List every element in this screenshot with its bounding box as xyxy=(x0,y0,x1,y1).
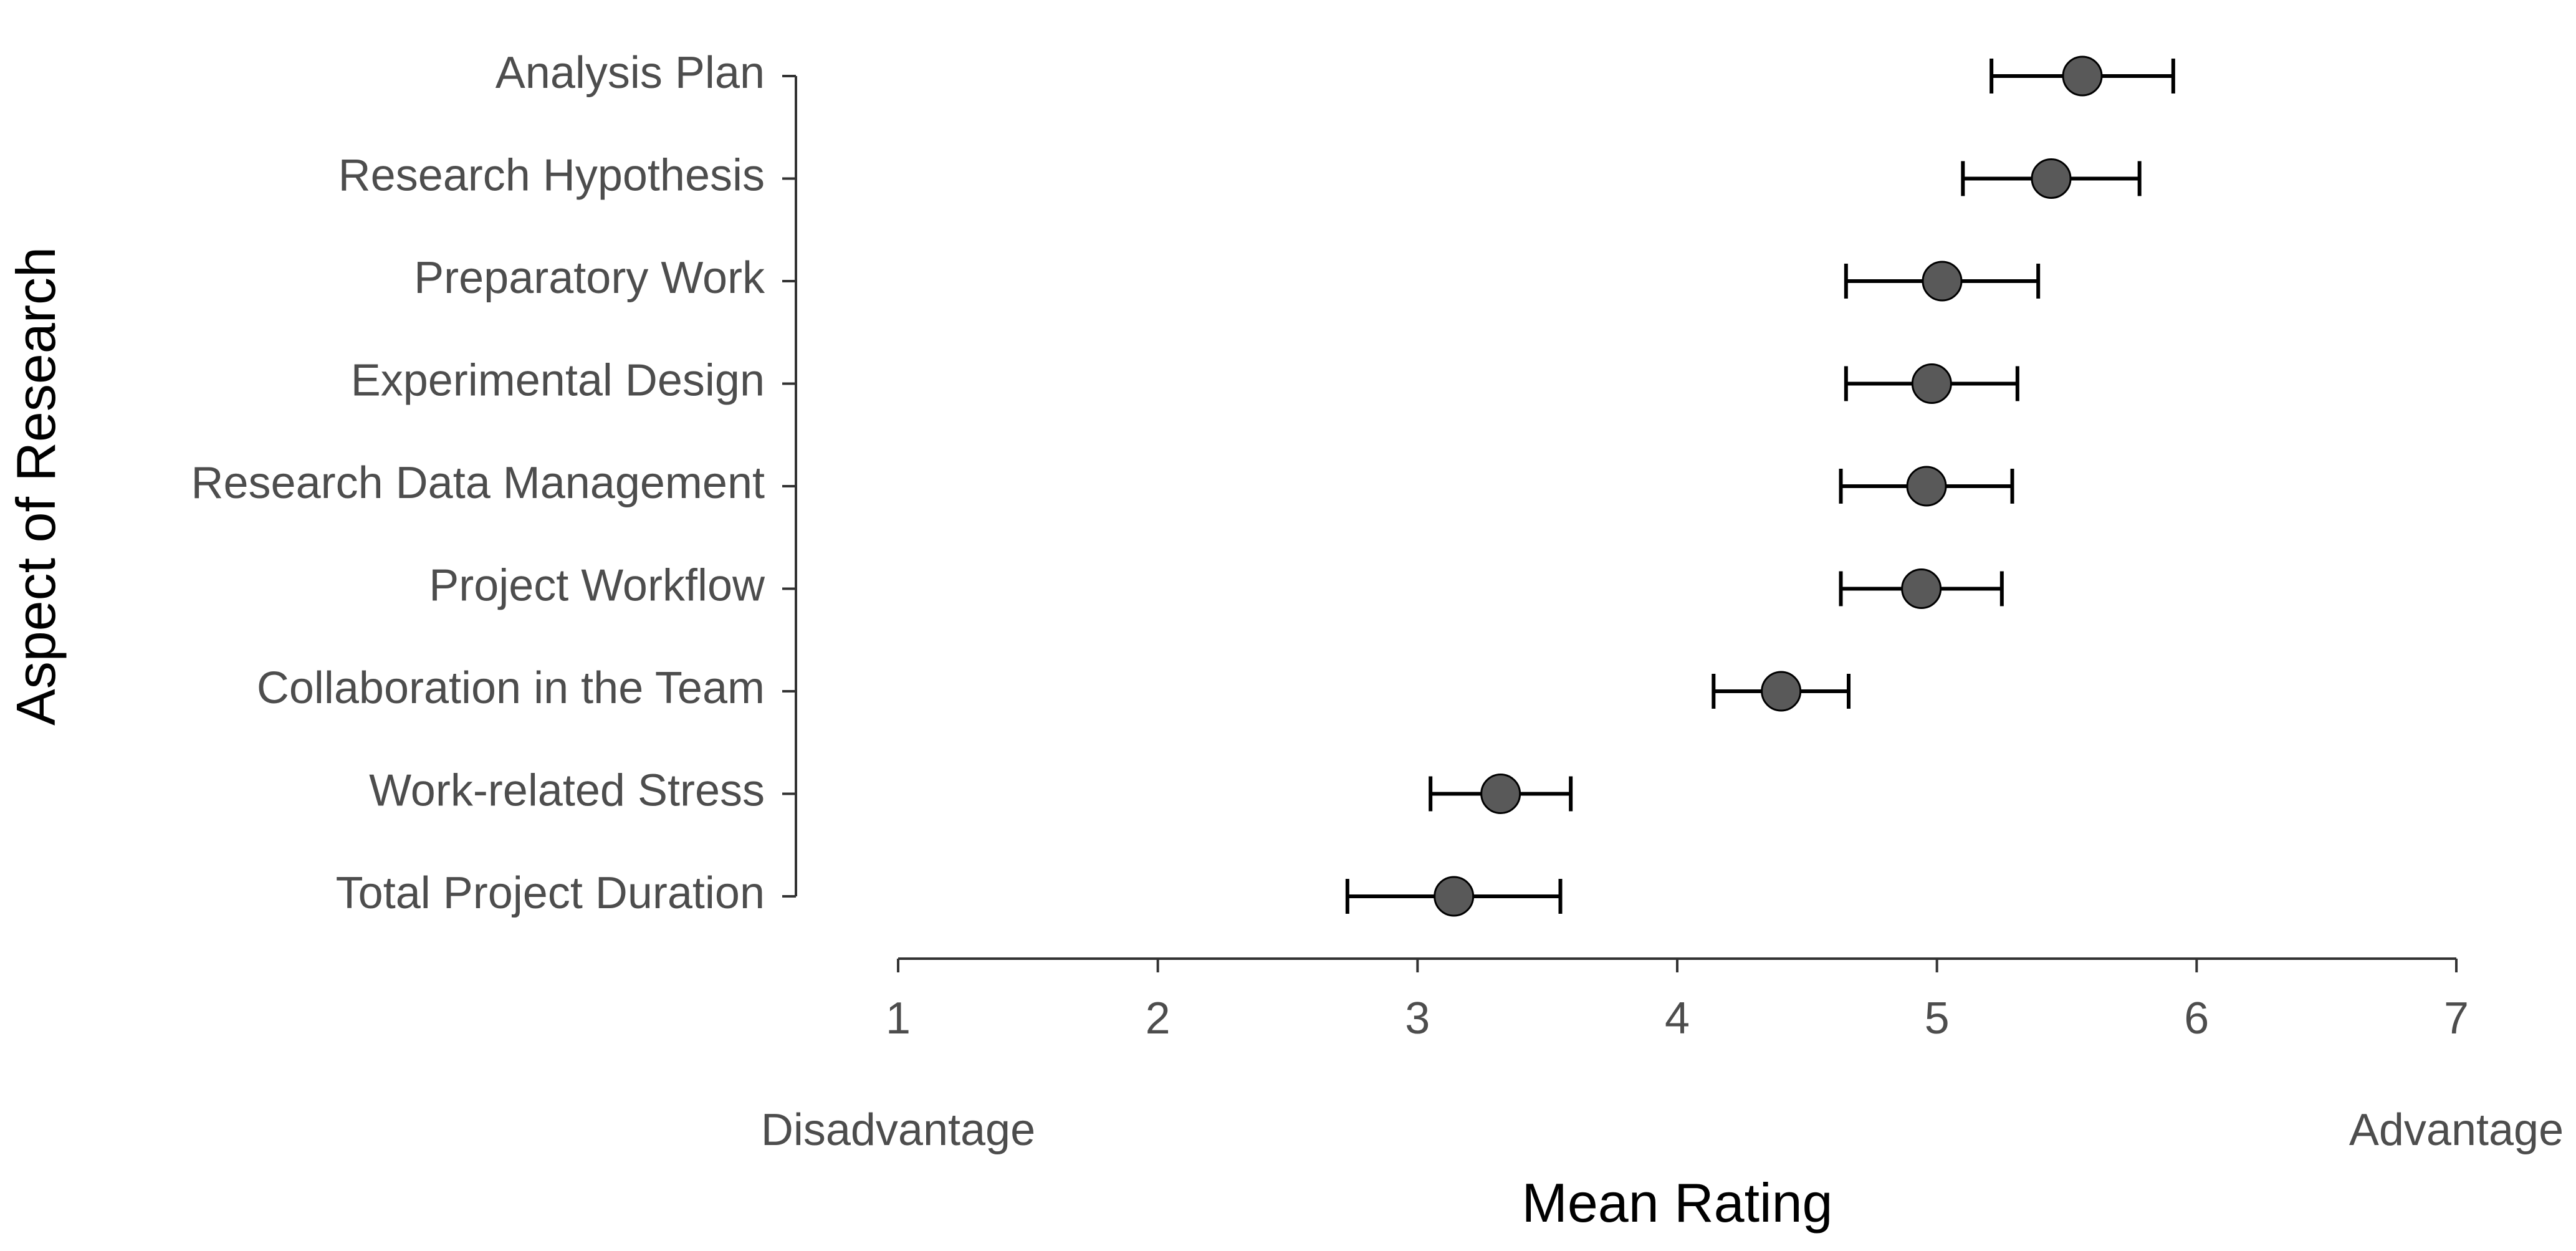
y-tick-label: Research Data Management xyxy=(191,458,765,508)
x-axis: 1 2 3 4 5 6 7 xyxy=(886,957,2469,1043)
data-point xyxy=(1922,261,1963,302)
data-point-group xyxy=(1989,55,2175,97)
data-marks xyxy=(1345,55,2175,917)
data-point-group xyxy=(1345,876,1563,917)
data-point-group xyxy=(1844,363,2019,404)
y-axis: Analysis Plan Research Hypothesis Preparat… xyxy=(191,48,797,918)
data-point-group xyxy=(1712,671,1851,712)
data-point-group xyxy=(1839,466,2014,507)
data-point-group xyxy=(1961,158,2142,199)
x-tick-label: 7 xyxy=(2444,994,2469,1043)
y-axis-title: Aspect of Research xyxy=(5,247,67,726)
y-tick-label: Preparatory Work xyxy=(414,253,765,303)
data-point xyxy=(2031,158,2072,199)
data-point xyxy=(1906,466,1947,507)
x-tick-label: 4 xyxy=(1665,994,1690,1043)
data-point-group xyxy=(1429,774,1573,814)
y-tick-label: Experimental Design xyxy=(351,356,765,406)
data-point xyxy=(1911,363,1952,404)
data-point xyxy=(2062,55,2103,97)
data-point-group xyxy=(1844,261,2041,302)
y-tick-label: Total Project Duration xyxy=(336,868,765,918)
y-tick-label: Work-related Stress xyxy=(369,766,765,816)
x-tick-label: 3 xyxy=(1405,994,1430,1043)
data-point xyxy=(1761,671,1802,712)
y-tick-label: Analysis Plan xyxy=(496,48,765,98)
x-tick-label: 1 xyxy=(886,994,911,1043)
y-tick-label: Project Workflow xyxy=(429,561,765,611)
x-tick-label: 2 xyxy=(1146,994,1171,1043)
y-tick-label: Collaboration in the Team xyxy=(257,663,765,713)
x-anchor-high-label: Advantage xyxy=(2349,1105,2564,1155)
y-tick-label: Research Hypothesis xyxy=(338,151,765,201)
x-tick-label: 5 xyxy=(1925,994,1950,1043)
data-point-group xyxy=(1839,568,2004,609)
x-anchor-low-label: Disadvantage xyxy=(761,1105,1035,1155)
x-axis-title: Mean Rating xyxy=(1522,1172,1833,1234)
x-tick-label: 6 xyxy=(2184,994,2209,1043)
data-point xyxy=(1480,774,1521,814)
data-point xyxy=(1901,568,1942,609)
data-point xyxy=(1434,876,1475,917)
